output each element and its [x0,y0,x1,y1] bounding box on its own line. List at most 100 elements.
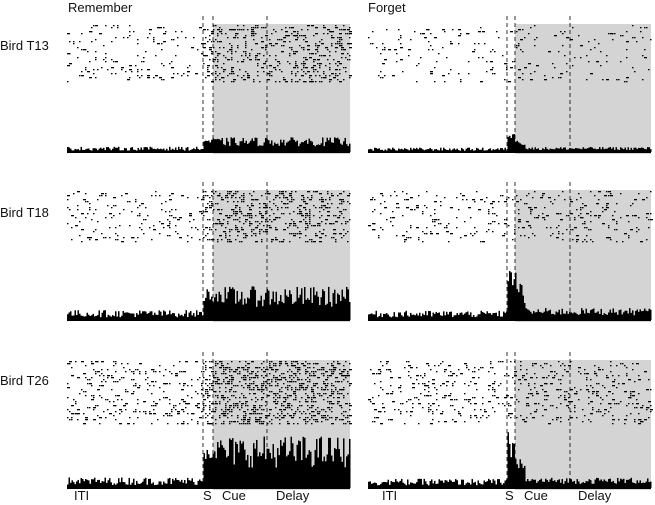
spike [508,197,510,199]
spike [275,395,277,397]
spike [432,221,434,223]
spike [251,229,253,231]
spike [518,213,520,215]
spike [297,389,299,391]
psth-bar [456,148,458,152]
spike [319,193,322,195]
spike [161,209,163,211]
spike [349,43,352,45]
spike [426,191,428,193]
spike [602,385,604,387]
spike [143,401,146,403]
psth-bar [122,150,124,152]
psth-bar [408,484,410,488]
spike [117,27,119,29]
spike [261,391,263,393]
spike [524,67,527,69]
spike [323,55,326,57]
spike [229,235,231,237]
spike [642,421,644,423]
psth-bar [527,479,529,488]
spike [305,37,307,39]
psth-bar [381,149,383,152]
psth-bar [420,148,422,152]
spike [380,213,382,215]
spike [430,409,432,411]
spike [247,421,250,423]
spike [227,191,229,193]
psth-bar [539,149,541,152]
spike [211,371,214,373]
spike [267,191,269,193]
psth-bar [337,437,339,488]
spike [239,381,241,383]
psth-bar [127,312,129,320]
psth-bar [74,310,76,320]
psth-bar [77,310,79,320]
spike [95,59,97,61]
spike [558,233,560,235]
psth-bar [256,137,258,152]
spike [488,385,491,387]
psth-bar [118,311,120,320]
spike [289,233,291,235]
psth-bar [68,477,70,488]
spike [287,405,290,407]
spike [269,65,272,67]
psth-bar [67,314,69,320]
spike [233,211,235,213]
spike [510,405,512,407]
spike [592,387,594,389]
psth-bar [179,315,181,320]
psth-bar [145,147,147,152]
spike [291,81,293,83]
spike [213,193,215,195]
psth-bar [230,288,232,320]
spike [247,75,250,77]
spike [77,419,79,421]
spike [233,213,235,215]
spike [229,389,232,391]
psth-bar [608,312,610,320]
spike [241,55,243,57]
psth-bar [326,137,328,152]
spike [227,51,229,53]
psth-bar [259,452,261,488]
psth-bar [503,483,505,488]
phase-label-s: S [505,488,514,503]
psth-bar [473,482,475,488]
spike [610,361,612,363]
spike [319,237,322,239]
spike [205,361,207,363]
spike [243,395,245,397]
spike [460,415,462,417]
spike [77,47,79,49]
psth-bar [611,312,613,320]
psth-bar [229,286,231,320]
spike [175,217,177,219]
spike [436,233,439,235]
spike [283,37,286,39]
spike [147,69,150,71]
psth-bar [621,314,623,320]
spike [265,375,267,377]
spike [508,375,510,377]
psth-bar [422,484,424,488]
spike [400,43,402,45]
spike [309,81,312,83]
psth-bar [250,289,252,320]
spike [566,229,568,231]
psth-bar [540,478,542,488]
spike [291,233,293,235]
spike [396,53,398,55]
spike [414,397,416,399]
spike [243,79,246,81]
psth-bar [328,140,330,152]
spike [253,33,255,35]
psth-bar [293,302,295,320]
spike [125,389,127,391]
spike [293,381,295,383]
spike [305,399,307,401]
psth-bar [134,317,136,320]
spike [203,215,205,217]
